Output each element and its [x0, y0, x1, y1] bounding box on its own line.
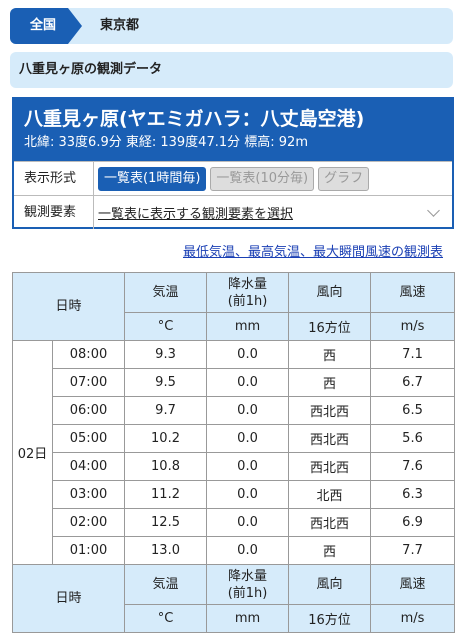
precip-cell: 0.0	[206, 340, 290, 369]
precip-cell: 0.0	[206, 424, 290, 453]
table-row: 02:00 12.5 0.0 西北西 6.9	[13, 508, 456, 537]
precip-cell: 0.0	[206, 536, 290, 565]
footer-unit-wind-dir: 16方位	[288, 604, 372, 633]
breadcrumb-current[interactable]: 東京都	[100, 18, 140, 33]
display-format-label: 表示形式	[14, 162, 94, 195]
footer-header-wind-speed: 風速	[370, 564, 456, 605]
footer-unit-precip: mm	[206, 604, 290, 633]
display-format-row: 表示形式 一覧表(1時間毎) 一覧表(10分毎) グラフ	[14, 161, 452, 195]
table-row: 04:00 10.8 0.0 西北西 7.6	[13, 452, 456, 481]
wind-speed-cell: 7.1	[370, 340, 456, 369]
wind-speed-cell: 6.9	[370, 508, 456, 537]
header-wind-speed: 風速	[370, 272, 456, 313]
footer-header-precip-text: 降水量 (前1h)	[227, 568, 268, 601]
wind-speed-cell: 6.7	[370, 368, 456, 397]
table-row: 02日 08:00 9.3 0.0 西 7.1	[12, 340, 456, 565]
time-cell: 07:00	[51, 368, 126, 397]
station-header: 八重見ヶ原(ヤエミガハラ：八丈島空港) 北緯: 33度6.9分 東経: 139度…	[14, 99, 452, 161]
footer-header-precip: 降水量 (前1h)	[206, 564, 290, 605]
footer-unit-temp: °C	[124, 604, 208, 633]
wind-speed-cell: 6.3	[370, 480, 456, 509]
extreme-values-link[interactable]: 最低気温、最高気温、最大瞬間風速の観測表	[182, 245, 443, 260]
wind-speed-cell: 7.7	[370, 536, 456, 565]
station-info: 北緯: 33度6.9分 東経: 139度47.1分 標高: 92m	[24, 135, 308, 150]
wind-speed-cell: 6.5	[370, 396, 456, 425]
footer-header-datetime: 日時	[11, 564, 126, 633]
wind-speed-cell: 7.6	[370, 452, 456, 481]
hourly-table-button[interactable]: 一覧表(1時間毎)	[98, 166, 207, 191]
table-row: 03:00 11.2 0.0 北西 6.3	[13, 480, 456, 509]
temp-cell: 9.5	[124, 368, 208, 397]
wind-speed-cell: 5.6	[370, 424, 456, 453]
elements-select-text[interactable]: 一覧表に表示する観測要素を選択	[98, 207, 294, 222]
breadcrumb: 全国 東京都	[10, 8, 453, 44]
header-temp: 気温	[124, 272, 208, 313]
precip-cell: 0.0	[206, 452, 290, 481]
temp-cell: 11.2	[124, 480, 208, 509]
table-row: 06:00 9.7 0.0 西北西 6.5	[13, 396, 456, 425]
unit-precip: mm	[206, 312, 290, 341]
elements-label: 観測要素	[14, 196, 94, 229]
table-row: 07:00 9.5 0.0 西 6.7	[13, 368, 456, 397]
time-cell: 04:00	[51, 452, 126, 481]
page-subtitle: 八重見ヶ原の観測データ	[10, 52, 453, 88]
time-cell: 08:00	[51, 340, 126, 369]
wind-dir-cell: 北西	[288, 480, 372, 509]
header-wind-dir: 風向	[288, 272, 372, 313]
date-cell: 02日	[12, 340, 53, 565]
breadcrumb-home-link[interactable]: 全国	[10, 8, 68, 44]
header-datetime: 日時	[11, 272, 126, 341]
unit-wind-speed: m/s	[370, 312, 456, 341]
temp-cell: 9.7	[124, 396, 208, 425]
time-cell: 01:00	[51, 536, 126, 565]
temp-cell: 9.3	[124, 340, 208, 369]
unit-wind-dir: 16方位	[288, 312, 372, 341]
footer-header-wind-dir: 風向	[288, 564, 372, 605]
wind-dir-cell: 西北西	[288, 508, 372, 537]
footer-unit-wind-speed: m/s	[370, 604, 456, 633]
wind-dir-cell: 西	[288, 368, 372, 397]
time-cell: 06:00	[51, 396, 126, 425]
wind-dir-cell: 西	[288, 536, 372, 565]
table-row: 01:00 13.0 0.0 西 7.7	[13, 536, 456, 565]
observation-table: 日時 気温 降水量 (前1h) 風向 風速 °C mm 16方位 m/s 02日…	[11, 272, 456, 633]
ten-minute-table-button[interactable]: 一覧表(10分毎)	[210, 166, 315, 191]
footer-header-temp: 気温	[124, 564, 208, 605]
temp-cell: 12.5	[124, 508, 208, 537]
time-cell: 03:00	[51, 480, 126, 509]
wind-dir-cell: 西	[288, 340, 372, 369]
precip-cell: 0.0	[206, 480, 290, 509]
elements-select[interactable]: 一覧表に表示する観測要素を選択	[94, 196, 452, 229]
wind-dir-cell: 西北西	[288, 452, 372, 481]
elements-row: 観測要素 一覧表に表示する観測要素を選択	[14, 195, 452, 229]
header-precip: 降水量 (前1h)	[206, 272, 290, 313]
temp-cell: 10.8	[124, 452, 208, 481]
table-row: 05:00 10.2 0.0 西北西 5.6	[13, 424, 456, 453]
temp-cell: 10.2	[124, 424, 208, 453]
temp-cell: 13.0	[124, 536, 208, 565]
unit-temp: °C	[124, 312, 208, 341]
precip-cell: 0.0	[206, 396, 290, 425]
station-panel: 八重見ヶ原(ヤエミガハラ：八丈島空港) 北緯: 33度6.9分 東経: 139度…	[12, 97, 454, 229]
header-precip-text: 降水量 (前1h)	[227, 276, 268, 309]
breadcrumb-arrow	[68, 8, 82, 44]
chevron-down-icon	[427, 203, 440, 217]
time-cell: 02:00	[51, 508, 126, 537]
graph-button[interactable]: グラフ	[318, 166, 370, 191]
station-name: 八重見ヶ原(ヤエミガハラ：八丈島空港)	[24, 108, 365, 130]
wind-dir-cell: 西北西	[288, 396, 372, 425]
precip-cell: 0.0	[206, 508, 290, 537]
wind-dir-cell: 西北西	[288, 424, 372, 453]
time-cell: 05:00	[51, 424, 126, 453]
precip-cell: 0.0	[206, 368, 290, 397]
